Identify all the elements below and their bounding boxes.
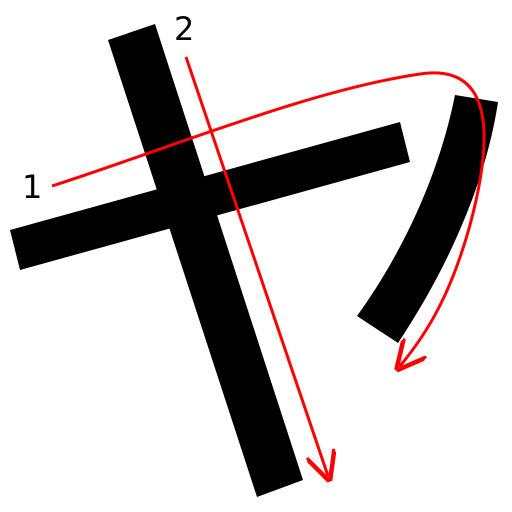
stroke-3-hook <box>357 95 498 343</box>
order-arrow-2 <box>184 56 328 476</box>
order-arrow-1 <box>51 71 486 366</box>
stroke-number-1: 1 <box>22 168 42 206</box>
stroke-number-2: 2 <box>174 10 194 48</box>
stroke-2-vertical <box>108 24 303 497</box>
